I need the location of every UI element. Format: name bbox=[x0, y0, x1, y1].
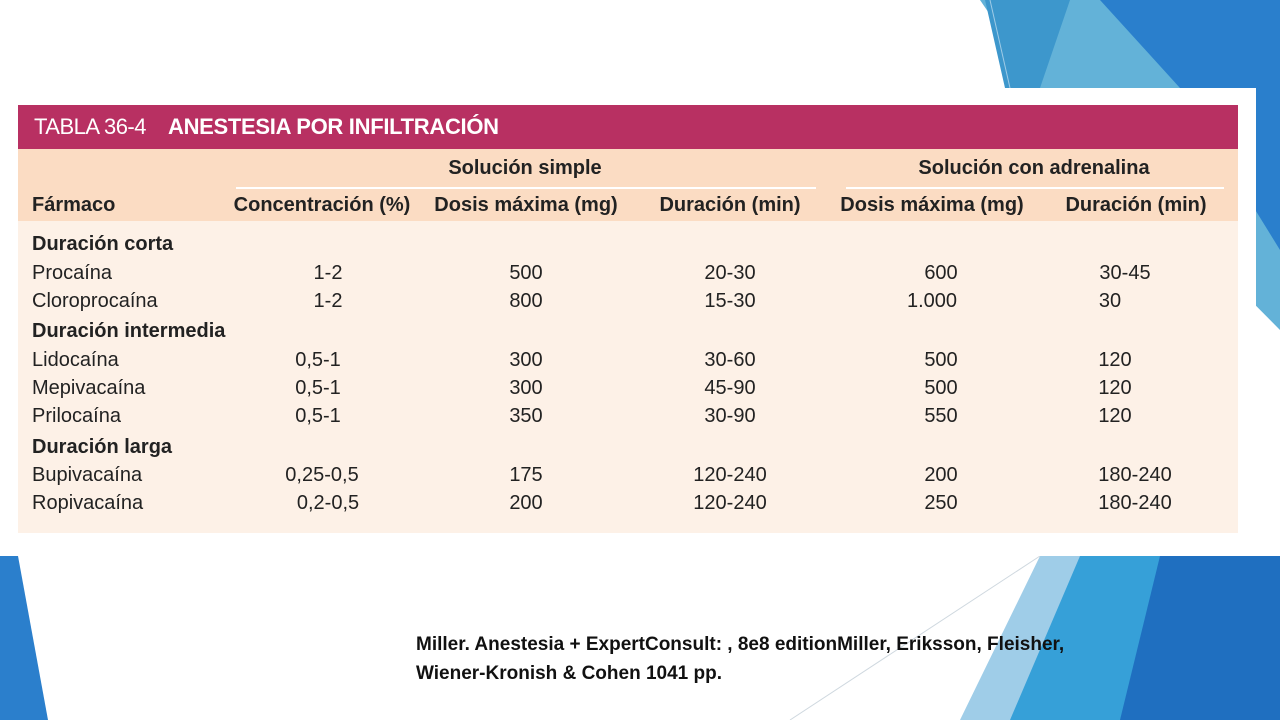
max-dose-adrenaline-value: 550 bbox=[924, 405, 958, 427]
section-label-intermediate: Duración intermedia bbox=[32, 320, 226, 342]
table-header: Solución simple Solución con adrenalina … bbox=[18, 149, 1238, 221]
decor-shape-top-mid bbox=[985, 0, 1070, 88]
max-dose-value: 300 bbox=[509, 377, 543, 399]
concentration-value: 0,2-0,5 bbox=[296, 492, 360, 514]
decor-line-top bbox=[989, 0, 1011, 89]
group-header-simple: Solución simple bbox=[448, 157, 602, 179]
duration-adrenaline-value: 180-240 bbox=[1098, 492, 1172, 514]
concentration-value: 0,5-1 bbox=[295, 349, 341, 371]
decor-line-bottom bbox=[789, 555, 1041, 720]
drug-name: Lidocaína bbox=[32, 349, 119, 371]
drug-name: Mepivacaína bbox=[32, 377, 146, 399]
table-number: TABLA 36-4 bbox=[34, 114, 147, 139]
table-body: Solución simple Solución con adrenalina … bbox=[18, 149, 1238, 533]
concentration-value: 0,5-1 bbox=[295, 377, 341, 399]
max-dose-adrenaline-value: 500 bbox=[924, 377, 958, 399]
duration-value: 45-90 bbox=[704, 377, 756, 399]
concentration-value: 0,5-1 bbox=[295, 405, 341, 427]
duration-value: 15-30 bbox=[704, 290, 756, 312]
duration-value: 120-240 bbox=[693, 492, 767, 514]
concentration-value: 1-2 bbox=[313, 262, 343, 284]
column-header-concentration: Concentración (%) bbox=[233, 194, 411, 216]
duration-adrenaline-value: 120 bbox=[1098, 377, 1132, 399]
table-title-bar: TABLA 36-4 ANESTESIA POR INFILTRACIÓN bbox=[18, 105, 1238, 149]
duration-adrenaline-value: 30-45 bbox=[1099, 262, 1151, 284]
group-rule-adrenaline bbox=[846, 187, 1224, 189]
group-rule-simple bbox=[236, 187, 816, 189]
section-label-short: Duración corta bbox=[32, 233, 174, 255]
max-dose-adrenaline-value: 200 bbox=[924, 464, 958, 486]
table-figure: TABLA 36-4 ANESTESIA POR INFILTRACIÓN So… bbox=[0, 88, 1256, 556]
column-header-drug: Fármaco bbox=[32, 194, 116, 216]
concentration-value: 0,25-0,5 bbox=[285, 464, 359, 486]
drug-name: Bupivacaína bbox=[32, 464, 143, 486]
max-dose-value: 300 bbox=[509, 349, 543, 371]
column-header-duration: Duración (min) bbox=[659, 194, 801, 216]
duration-adrenaline-value: 120 bbox=[1098, 349, 1132, 371]
max-dose-value: 200 bbox=[509, 492, 543, 514]
drug-name: Ropivacaína bbox=[32, 492, 144, 514]
column-header-max-dose: Dosis máxima (mg) bbox=[434, 194, 618, 216]
decor-shape-left bbox=[0, 556, 48, 720]
concentration-value: 1-2 bbox=[313, 290, 343, 312]
max-dose-value: 800 bbox=[509, 290, 543, 312]
duration-value: 30-60 bbox=[704, 349, 756, 371]
duration-value: 120-240 bbox=[693, 464, 767, 486]
max-dose-value: 175 bbox=[509, 464, 543, 486]
max-dose-value: 350 bbox=[509, 405, 543, 427]
column-header-duration-adrenaline: Duración (min) bbox=[1065, 194, 1207, 216]
section-label-long: Duración larga bbox=[32, 436, 173, 458]
column-header-max-dose-adrenaline: Dosis máxima (mg) bbox=[840, 194, 1024, 216]
drug-name: Prilocaína bbox=[32, 405, 121, 427]
citation-text: Miller. Anestesia + ExpertConsult: , 8e8… bbox=[416, 634, 1065, 684]
max-dose-adrenaline-value: 1.000 bbox=[906, 290, 958, 312]
drug-name: Procaína bbox=[32, 262, 113, 284]
max-dose-value: 500 bbox=[509, 262, 543, 284]
max-dose-adrenaline-value: 600 bbox=[924, 262, 958, 284]
table-title: ANESTESIA POR INFILTRACIÓN bbox=[168, 114, 499, 139]
duration-value: 30-90 bbox=[704, 405, 756, 427]
duration-value: 20-30 bbox=[704, 262, 756, 284]
group-header-adrenaline: Solución con adrenalina bbox=[918, 157, 1150, 179]
duration-adrenaline-value: 180-240 bbox=[1098, 464, 1172, 486]
max-dose-adrenaline-value: 250 bbox=[924, 492, 958, 514]
max-dose-adrenaline-value: 500 bbox=[924, 349, 958, 371]
drug-name: Cloroprocaína bbox=[32, 290, 158, 312]
decor-shape-top-dark bbox=[1100, 0, 1280, 250]
duration-adrenaline-value: 120 bbox=[1098, 405, 1132, 427]
duration-adrenaline-value: 30 bbox=[1098, 290, 1122, 312]
decor-shape-bottom-dark bbox=[1120, 556, 1280, 720]
